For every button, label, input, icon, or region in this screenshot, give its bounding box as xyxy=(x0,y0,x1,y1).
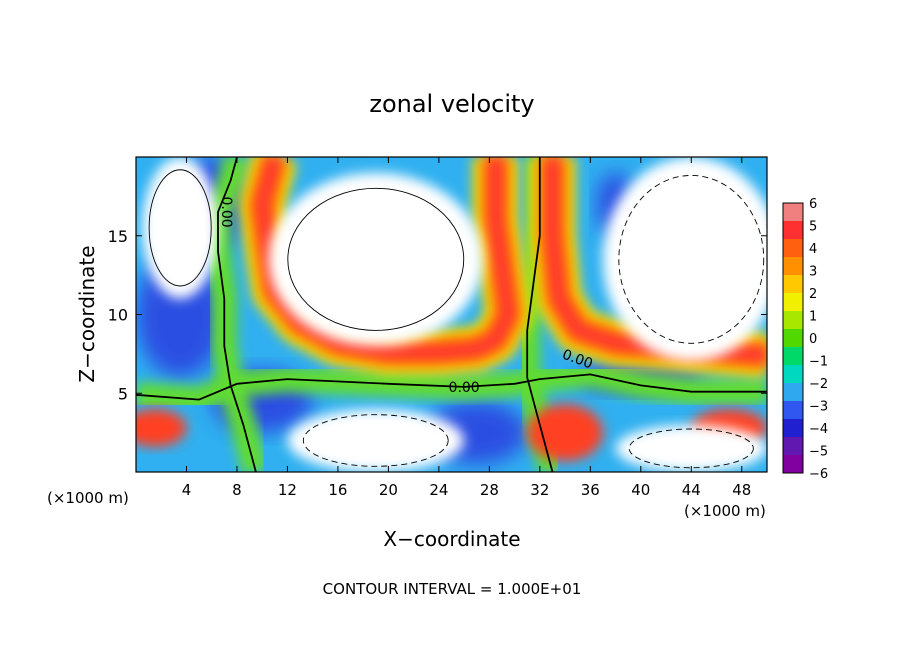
offscale-region-2 xyxy=(142,157,219,299)
colorbar-swatch-6 xyxy=(783,311,803,330)
plot-area: 0.000.000.00 xyxy=(136,157,767,472)
colorbar-label-9: −3 xyxy=(809,400,828,415)
y-tick-label-1: 10 xyxy=(108,306,128,325)
colorbar-swatch-13 xyxy=(783,437,803,456)
contour-line-3 xyxy=(302,414,449,467)
y-axis-label: Z−coordinate xyxy=(75,245,99,382)
chart-title: zonal velocity xyxy=(369,90,534,118)
colorbar-label-5: 1 xyxy=(809,310,817,325)
colorbar-swatch-7 xyxy=(783,329,803,348)
x-unit-label: (×1000 m) xyxy=(47,489,129,507)
colorbar-swatch-4 xyxy=(783,275,803,294)
contour-label-1: 0.00 xyxy=(218,197,234,228)
y-tick-label-0: 5 xyxy=(118,384,128,403)
contour-line-4 xyxy=(628,428,754,469)
contour-line-0 xyxy=(287,187,465,331)
x-axis: 4 8 12 16 20 24 28 32 36 40 44 48 xyxy=(182,157,751,499)
x-tick-label-3: 16 xyxy=(328,481,347,499)
colorbar-label-0: 6 xyxy=(809,197,817,212)
x-tick-label-11: 48 xyxy=(732,481,751,499)
contour-interval-note: CONTOUR INTERVAL = 1.000E+01 xyxy=(323,580,582,598)
colorbar-label-2: 4 xyxy=(809,242,817,257)
colorbar-label-12: −6 xyxy=(809,467,828,482)
x-tick-label-9: 40 xyxy=(631,481,650,499)
colorbar-swatch-1 xyxy=(783,221,803,240)
zero-contour-right xyxy=(526,157,554,472)
y-axis: 5 10 15 xyxy=(108,227,767,403)
colorbar-label-4: 2 xyxy=(809,287,817,302)
positive-blob-2 xyxy=(136,409,187,447)
x-tick-label-0: 4 xyxy=(182,481,192,499)
colorbar-label-10: −4 xyxy=(809,422,828,437)
offscale-region-3 xyxy=(287,409,465,472)
y-tick-label-2: 15 xyxy=(108,227,128,246)
colorbar-swatch-3 xyxy=(783,257,803,276)
colorbar-swatch-0 xyxy=(783,203,803,222)
colorbar-swatch-11 xyxy=(783,401,803,420)
zero-contour-left xyxy=(217,157,257,472)
colorbar-label-6: 0 xyxy=(809,332,817,347)
colorbar-label-8: −2 xyxy=(809,377,828,392)
colorbar-swatch-8 xyxy=(783,347,803,366)
contour-label-0: 0.00 xyxy=(449,380,480,396)
x-tick-label-2: 12 xyxy=(278,481,297,499)
x-tick-label-4: 20 xyxy=(379,481,398,499)
colorbar-swatch-9 xyxy=(783,365,803,384)
x-tick-label-7: 32 xyxy=(530,481,549,499)
colorbar-label-1: 5 xyxy=(809,220,817,235)
colorbar-frame xyxy=(782,202,804,474)
offscale-region-0 xyxy=(268,172,484,346)
colorbar-swatch-10 xyxy=(783,383,803,402)
colorbar-swatch-12 xyxy=(783,419,803,438)
colorbar-label-11: −5 xyxy=(809,445,828,460)
colorbar-label-3: 3 xyxy=(809,265,817,280)
colorbar-label-7: −1 xyxy=(809,355,828,370)
x-tick-label-1: 8 xyxy=(232,481,242,499)
contour-line-1 xyxy=(618,174,765,344)
contour-line-2 xyxy=(148,169,212,287)
x-tick-label-8: 36 xyxy=(581,481,600,499)
offscale-region-1 xyxy=(602,157,767,362)
offscale-region-4 xyxy=(615,424,767,472)
colorbar-swatch-14 xyxy=(783,455,803,474)
x-unit-label-right: (×1000 m) xyxy=(684,502,766,520)
x-tick-label-5: 24 xyxy=(429,481,448,499)
x-tick-label-10: 44 xyxy=(682,481,701,499)
positive-blob-3 xyxy=(527,404,603,461)
x-tick-label-6: 28 xyxy=(480,481,499,499)
colorbar-swatch-5 xyxy=(783,293,803,312)
colorbar: 6 5 4 3 2 1 0 −1 −2 −3 −4 −5 −6 xyxy=(782,197,828,482)
x-axis-label: X−coordinate xyxy=(383,527,520,551)
colorbar-swatch-2 xyxy=(783,239,803,258)
